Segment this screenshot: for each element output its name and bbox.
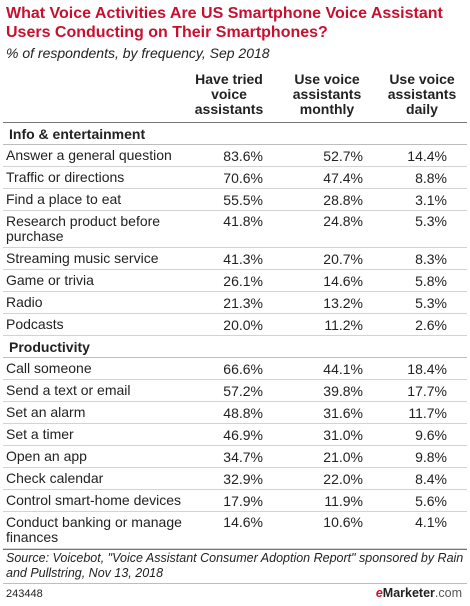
cell-tried: 55.5% — [223, 191, 263, 208]
data-table: Info & entertainment Answer a general que… — [0, 122, 470, 549]
cell-tried: 32.9% — [223, 470, 263, 487]
row-label: Streaming music service — [6, 250, 159, 266]
table-row: Call someone 66.6% 44.1% 18.4% — [3, 358, 467, 380]
table-row: Control smart-home devices 17.9% 11.9% 5.6% — [3, 490, 467, 512]
column-header-daily: Use voice assistants daily — [387, 71, 457, 117]
cell-monthly: 52.7% — [323, 147, 363, 164]
cell-daily: 8.3% — [415, 250, 447, 267]
cell-daily: 17.7% — [407, 382, 447, 399]
cell-monthly: 31.6% — [323, 404, 363, 421]
table-row: Set a timer 46.9% 31.0% 9.6% — [3, 424, 467, 446]
column-header-monthly: Use voice assistants monthly — [292, 71, 362, 117]
cell-tried: 26.1% — [223, 272, 263, 289]
header-divider — [3, 122, 467, 123]
row-label: Research product before purchase — [6, 213, 161, 244]
cell-tried: 17.9% — [223, 492, 263, 509]
row-label: Check calendar — [6, 470, 104, 486]
cell-daily: 14.4% — [407, 147, 447, 164]
table-row: Open an app 34.7% 21.0% 9.8% — [3, 446, 467, 468]
table-row: Radio 21.3% 13.2% 5.3% — [3, 292, 467, 314]
cell-tried: 57.2% — [223, 382, 263, 399]
cell-daily: 8.8% — [415, 169, 447, 186]
cell-daily: 8.4% — [415, 470, 447, 487]
cell-monthly: 21.0% — [323, 448, 363, 465]
cell-monthly: 20.7% — [323, 250, 363, 267]
cell-daily: 5.6% — [415, 492, 447, 509]
logo-name: Marketer — [382, 586, 435, 600]
table-row: Answer a general question 83.6% 52.7% 14.4% — [3, 145, 467, 167]
table-row: Traffic or directions 70.6% 47.4% 8.8% — [3, 167, 467, 189]
row-label: Podcasts — [6, 316, 64, 332]
table-row: Find a place to eat 55.5% 28.8% 3.1% — [3, 189, 467, 211]
table-row: Conduct banking or manage finances 14.6% 1… — [3, 512, 467, 549]
chart-title: What Voice Activities Are US Smartphone … — [6, 5, 443, 41]
cell-daily: 9.8% — [415, 448, 447, 465]
row-label: Set an alarm — [6, 404, 86, 420]
section-header: Info & entertainment — [3, 123, 467, 145]
source-note: Source: Voicebot, "Voice Assistant Consu… — [6, 551, 464, 580]
cell-tried: 46.9% — [223, 426, 263, 443]
table-row: Streaming music service 41.3% 20.7% 8.3% — [3, 248, 467, 270]
cell-monthly: 10.6% — [323, 514, 363, 530]
row-label: Conduct banking or manage finances — [6, 514, 182, 545]
cell-tried: 41.3% — [223, 250, 263, 267]
row-label: Open an app — [6, 448, 87, 464]
logo-e: e — [375, 586, 383, 600]
row-label: Send a text or email — [6, 382, 131, 398]
cell-daily: 4.1% — [415, 514, 447, 530]
cell-tried: 20.0% — [223, 316, 263, 333]
cell-monthly: 44.1% — [323, 360, 363, 377]
cell-tried: 83.6% — [223, 147, 263, 164]
cell-monthly: 11.9% — [324, 492, 363, 509]
cell-daily: 5.3% — [415, 294, 447, 311]
cell-daily: 5.3% — [415, 213, 447, 229]
cell-daily: 3.1% — [415, 191, 447, 208]
cell-tried: 66.6% — [223, 360, 263, 377]
row-label: Call someone — [6, 360, 92, 376]
cell-monthly: 22.0% — [323, 470, 363, 487]
chart-subtitle: % of respondents, by frequency, Sep 2018 — [6, 45, 270, 61]
cell-monthly: 31.0% — [323, 426, 363, 443]
row-label: Radio — [6, 294, 43, 310]
cell-tried: 70.6% — [223, 169, 263, 186]
cell-tried: 41.8% — [223, 213, 263, 229]
cell-daily: 2.6% — [415, 316, 447, 333]
table-row: Set an alarm 48.8% 31.6% 11.7% — [3, 402, 467, 424]
table-row: Game or trivia 26.1% 14.6% 5.8% — [3, 270, 467, 292]
row-label: Find a place to eat — [6, 191, 122, 207]
cell-tried: 21.3% — [223, 294, 263, 311]
cell-tried: 34.7% — [223, 448, 263, 465]
table-row: Send a text or email 57.2% 39.8% 17.7% — [3, 380, 467, 402]
cell-monthly: 13.2% — [323, 294, 363, 311]
cell-monthly: 28.8% — [323, 191, 363, 208]
table-row: Check calendar 32.9% 22.0% 8.4% — [3, 468, 467, 490]
bottom-divider — [3, 583, 467, 584]
cell-daily: 9.6% — [415, 426, 447, 443]
row-label: Control smart-home devices — [6, 492, 182, 508]
cell-daily: 11.7% — [408, 404, 447, 421]
cell-tried: 48.8% — [223, 404, 263, 421]
cell-monthly: 39.8% — [323, 382, 363, 399]
cell-tried: 14.6% — [223, 514, 263, 530]
cell-monthly: 14.6% — [323, 272, 363, 289]
table-row: Research product before purchase 41.8% 24.… — [3, 211, 467, 248]
section-header: Productivity — [3, 336, 467, 358]
chart-id: 243448 — [6, 588, 43, 600]
table-row: Podcasts 20.0% 11.2% 2.6% — [3, 314, 467, 336]
footer-divider — [3, 549, 467, 550]
row-label: Traffic or directions — [6, 169, 125, 185]
column-header-tried: Have tried voice assistants — [194, 71, 264, 117]
row-label: Set a timer — [6, 426, 74, 442]
cell-daily: 5.8% — [415, 272, 447, 289]
row-label: Answer a general question — [6, 147, 172, 163]
cell-daily: 18.4% — [407, 360, 447, 377]
cell-monthly: 11.2% — [324, 316, 363, 333]
logo-suffix: .com — [434, 586, 462, 600]
emarketer-logo[interactable]: eMarketer.com — [376, 586, 462, 600]
cell-monthly: 24.8% — [323, 213, 363, 229]
row-label: Game or trivia — [6, 272, 94, 288]
cell-monthly: 47.4% — [323, 169, 363, 186]
